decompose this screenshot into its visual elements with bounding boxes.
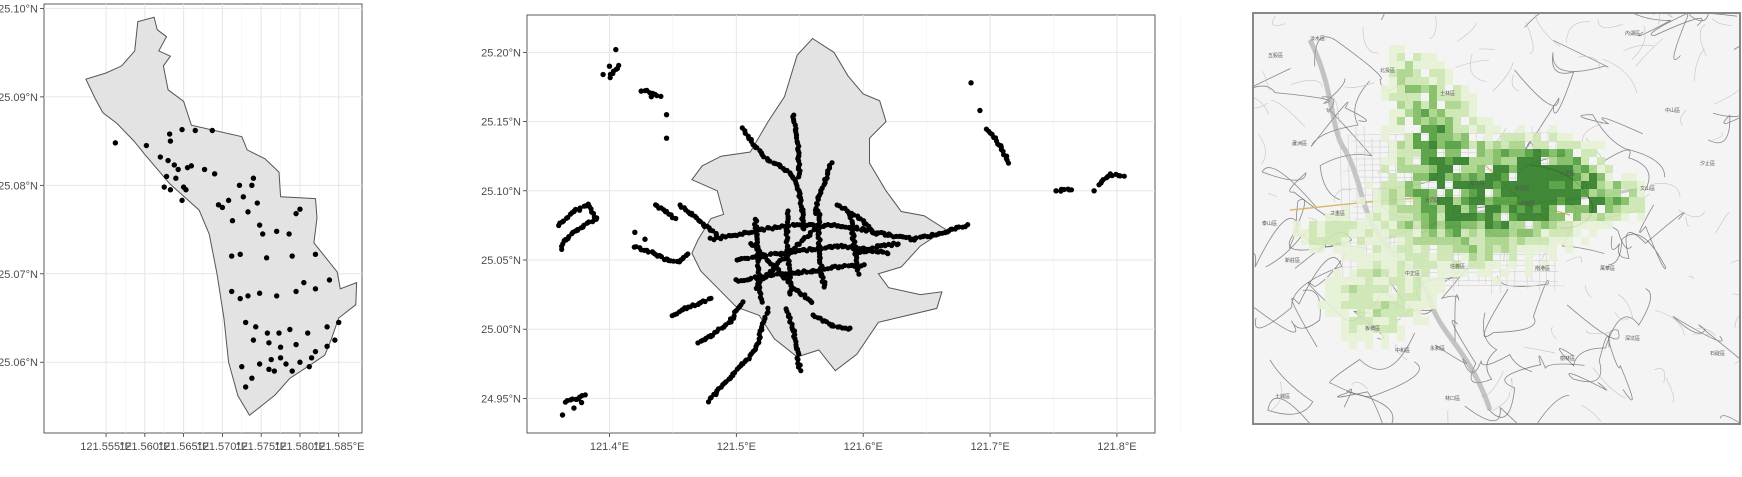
y-tick-label: 25.10°N <box>0 3 38 15</box>
data-point <box>183 187 189 193</box>
data-point <box>228 253 235 259</box>
data-point <box>171 162 178 168</box>
data-point <box>249 182 255 189</box>
data-point <box>287 326 293 333</box>
data-point <box>271 368 278 374</box>
data-point <box>242 384 249 390</box>
data-point <box>215 202 222 208</box>
data-point <box>324 343 330 350</box>
data-point <box>326 277 333 283</box>
data-point <box>225 197 232 204</box>
data-point <box>263 255 270 261</box>
left-y-axis: 25.06°N 25.07°N 25.08°N 25.09°N 25.10°N <box>0 3 44 369</box>
data-point <box>165 157 171 164</box>
data-point <box>237 251 243 258</box>
district-boundary <box>85 16 358 417</box>
data-point <box>173 175 179 181</box>
data-point <box>166 131 173 137</box>
x-tick-label: 121.570°E <box>197 441 249 453</box>
data-point <box>229 218 236 224</box>
data-point <box>237 295 243 302</box>
data-point <box>286 231 292 237</box>
data-point <box>143 142 150 149</box>
data-point <box>179 197 185 204</box>
data-point <box>253 324 259 330</box>
data-point <box>277 344 284 350</box>
data-point <box>239 363 245 370</box>
x-tick-label: 121.560°E <box>119 441 171 453</box>
data-point <box>192 127 198 134</box>
data-point <box>305 330 311 336</box>
data-point <box>249 375 255 381</box>
data-point <box>260 231 266 237</box>
data-point <box>276 330 282 336</box>
data-point <box>256 361 263 367</box>
y-tick-label: 25.09°N <box>0 92 38 104</box>
data-point <box>277 355 284 361</box>
data-point <box>293 210 299 217</box>
data-point <box>273 228 280 235</box>
data-point <box>112 140 119 146</box>
data-point <box>211 171 218 177</box>
left-x-axis: 121.555°E121.560°E121.565°E121.570°E121.… <box>80 433 364 453</box>
data-point <box>301 279 307 286</box>
x-tick-label: 121.575°E <box>235 441 287 453</box>
data-point <box>273 293 280 299</box>
data-point <box>283 361 289 367</box>
data-point <box>268 356 274 363</box>
data-point <box>188 163 195 169</box>
data-point <box>245 209 251 215</box>
data-point <box>332 337 338 343</box>
data-point <box>312 348 319 355</box>
y-tick-label: 25.06°N <box>0 357 38 369</box>
data-point <box>312 286 319 292</box>
data-point <box>250 337 257 343</box>
data-point <box>161 184 167 190</box>
left-data-points <box>112 126 342 390</box>
data-point <box>324 324 330 330</box>
data-point <box>336 319 342 326</box>
data-point <box>245 293 251 299</box>
data-point <box>179 126 185 133</box>
data-point <box>297 206 303 212</box>
data-point <box>254 200 260 206</box>
data-point <box>297 359 303 365</box>
data-point <box>167 187 174 193</box>
data-point <box>308 355 315 361</box>
data-point <box>250 175 257 181</box>
data-point <box>256 290 263 296</box>
data-point <box>209 127 216 134</box>
data-point <box>289 253 295 259</box>
data-point <box>266 366 272 373</box>
data-point <box>242 319 249 326</box>
y-tick-label: 25.08°N <box>0 180 38 192</box>
data-point <box>264 330 271 336</box>
y-tick-label: 25.07°N <box>0 269 38 281</box>
data-point <box>289 368 295 374</box>
x-tick-label: 121.565°E <box>158 441 210 453</box>
data-point <box>293 288 299 295</box>
data-point <box>175 166 181 173</box>
data-point <box>163 173 170 180</box>
data-point <box>201 166 208 173</box>
data-point <box>219 204 226 211</box>
data-point <box>312 251 319 258</box>
data-point <box>306 363 312 370</box>
x-tick-label: 121.585°E <box>313 441 365 453</box>
data-point <box>266 340 272 346</box>
data-point <box>228 288 235 295</box>
data-point <box>236 182 243 189</box>
data-point <box>256 222 263 228</box>
data-point <box>167 138 174 144</box>
data-point <box>293 341 299 348</box>
data-point <box>157 154 164 160</box>
data-point <box>240 194 247 200</box>
x-tick-label: 121.555°E <box>80 441 132 453</box>
x-tick-label: 121.580°E <box>274 441 326 453</box>
